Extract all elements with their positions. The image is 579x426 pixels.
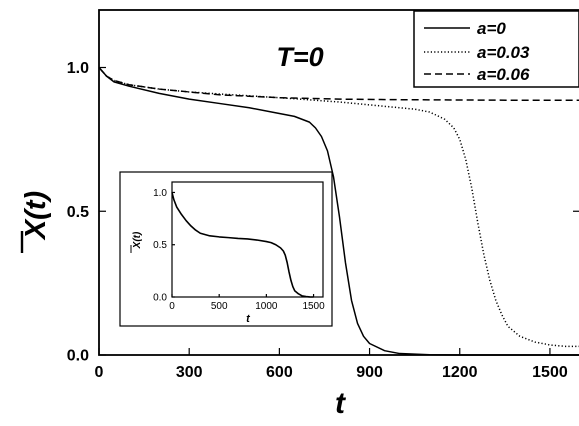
main-x-tick-label: 900 bbox=[356, 364, 383, 381]
main-x-tick-label: 600 bbox=[266, 364, 293, 381]
main-series bbox=[98, 67, 579, 356]
main-x-tick-label: 1500 bbox=[532, 364, 568, 381]
legend-label-a0: a=0 bbox=[477, 19, 506, 38]
main-series-line-3 bbox=[98, 67, 579, 102]
inset-x-tick-label: 0 bbox=[169, 301, 175, 312]
main-plot-frame bbox=[98, 9, 579, 356]
main-x-tick-label: 0 bbox=[95, 364, 104, 381]
inset-y-axis-label-group: X(t) bbox=[130, 231, 143, 253]
main-x-ticks: 0 300 600 900 1200 1500 bbox=[95, 348, 568, 381]
inset-y-tick-label: 1.0 bbox=[153, 188, 167, 199]
legend-label-a003: a=0.03 bbox=[477, 43, 530, 62]
inset-plot-frame bbox=[171, 181, 324, 298]
inset-chart: 0 500 1000 1500 0.0 0.5 1.0 t X(t) bbox=[119, 171, 333, 327]
main-y-tick-label: 0.5 bbox=[67, 204, 89, 221]
inset-series-line-1 bbox=[171, 192, 314, 298]
main-x-tick-label: 300 bbox=[176, 364, 203, 381]
inset-y-axis-label: X(t) bbox=[132, 231, 143, 249]
inset-y-tick-label: 0.0 bbox=[153, 293, 167, 304]
main-y-axis-label: X(t) bbox=[20, 191, 52, 241]
main-y-tick-label: 0.0 bbox=[67, 348, 89, 365]
inset-x-axis-label: t bbox=[246, 313, 251, 325]
legend-label-a006: a=0.06 bbox=[477, 65, 530, 84]
inset-y-tick-label: 0.5 bbox=[153, 240, 167, 251]
inset-x-tick-label: 500 bbox=[211, 301, 228, 312]
main-y-tick-label: 1.0 bbox=[67, 60, 89, 77]
main-series-line-1 bbox=[98, 67, 579, 356]
inset-panel bbox=[119, 171, 333, 327]
inset-x-tick-label: 1000 bbox=[255, 301, 278, 312]
main-y-ticks: 0.0 0.5 1.0 bbox=[67, 60, 579, 365]
main-x-axis-label: t bbox=[335, 387, 347, 420]
main-y-axis-label-group: X(t) bbox=[20, 191, 52, 253]
main-series-line-2 bbox=[98, 67, 579, 348]
temperature-annotation: T=0 bbox=[276, 42, 323, 72]
main-x-tick-label: 1200 bbox=[442, 364, 478, 381]
inset-x-tick-label: 1500 bbox=[302, 301, 325, 312]
inset-series bbox=[171, 192, 314, 298]
legend: a=0 a=0.03 a=0.06 bbox=[413, 10, 579, 88]
